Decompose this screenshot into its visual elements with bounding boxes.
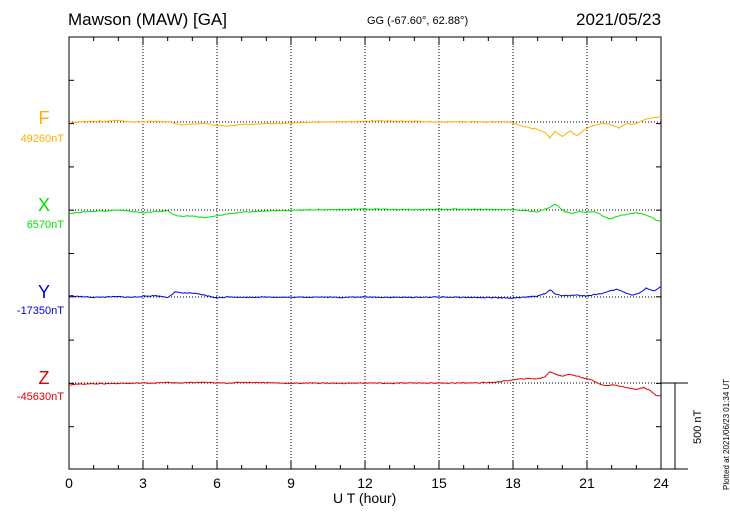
chart-date: 2021/05/23: [576, 10, 662, 29]
x-tick-label: 12: [357, 475, 373, 491]
scale-bar-label: 500 nT: [692, 409, 704, 444]
scale-bar: [661, 382, 688, 470]
series-baseline-f: 49260nT: [20, 133, 64, 145]
series-label-z: Z: [38, 368, 50, 388]
series-line-x: [68, 203, 662, 223]
x-ticks: 0 3 6 9 12 15 18 21 24: [65, 37, 669, 491]
x-tick-label: 6: [213, 475, 221, 491]
grid: [69, 37, 661, 469]
series-label-x: X: [37, 195, 50, 215]
x-tick-label: 21: [579, 475, 595, 491]
series-line-z: [68, 371, 662, 397]
x-axis-label: U T (hour): [333, 490, 397, 506]
series-label-y: Y: [37, 282, 50, 302]
x-tick-label: 15: [431, 475, 447, 491]
series-label-f: F: [38, 108, 50, 128]
station-coordinates: GG (-67.60°, 62.88°): [367, 15, 469, 27]
series-baseline-z: -45630nT: [16, 391, 64, 403]
series-traces: [68, 115, 662, 397]
x-tick-label: 9: [287, 475, 295, 491]
plotted-timestamp: Plotted at 2021/06/23 01:34 UT: [722, 378, 730, 490]
series-baseline-x: 6570nT: [26, 219, 64, 231]
series-line-f: [68, 115, 662, 140]
series-baseline-y: -17350nT: [16, 305, 64, 317]
chart-title: Mawson (MAW) [GA]: [68, 10, 227, 29]
x-tick-label: 24: [653, 475, 669, 491]
x-tick-label: 3: [139, 475, 147, 491]
x-tick-label: 0: [65, 475, 73, 491]
series-line-y: [68, 286, 662, 299]
x-tick-label: 18: [505, 475, 521, 491]
